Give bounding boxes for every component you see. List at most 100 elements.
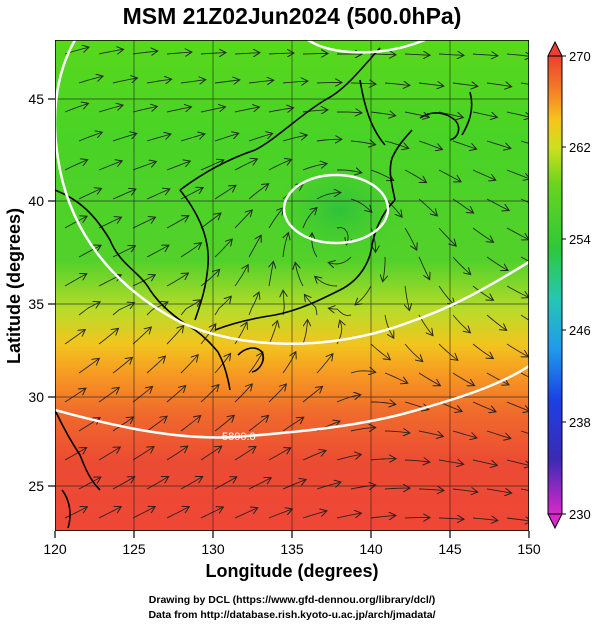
streamline-arrow: [180, 300, 200, 316]
streamline-arrow: [486, 256, 507, 270]
lat-lon-grid: [55, 40, 529, 531]
streamline-arrow: [506, 285, 528, 297]
coastlines: [55, 47, 473, 529]
streamline-arrow: [520, 430, 529, 435]
streamline-arrow: [78, 76, 102, 84]
streamline-arrow: [316, 482, 340, 490]
streamline-arrow: [384, 314, 393, 337]
y-tick-label: 40: [28, 193, 44, 209]
streamline-arrow: [132, 328, 151, 345]
streamline-arrow: [486, 430, 510, 438]
streamline-arrow: [336, 513, 361, 519]
streamline-arrow: [438, 54, 463, 55]
streamline-arrow: [305, 295, 318, 316]
contour-low-closed: [282, 173, 390, 245]
streamline-arrow: [234, 266, 248, 287]
streamline-arrow: [214, 297, 231, 316]
streamline-arrow: [98, 448, 120, 461]
streamline-arrow: [506, 518, 529, 521]
streamline-arrow: [506, 459, 529, 466]
credit-drawing: Drawing by DCL (https://www.gfd-dennou.o…: [149, 594, 435, 606]
streamline-arrow: [180, 477, 202, 490]
streamline-arrow: [438, 169, 460, 181]
streamline-arrow: [302, 54, 327, 55]
streamline-arrow: [112, 78, 137, 84]
streamline-arrow: [336, 455, 360, 461]
streamline-arrow: [132, 107, 156, 113]
streamline-arrow: [98, 388, 119, 403]
streamline-arrow: [248, 80, 273, 83]
streamline-arrow: [302, 511, 326, 519]
x-tick-label: 130: [201, 541, 225, 557]
streamline-arrow: [282, 135, 306, 142]
streamline-arrow: [200, 270, 219, 287]
streamline-arrow: [112, 134, 136, 142]
streamline-arrow: [166, 52, 191, 54]
streamline-arrow: [234, 159, 257, 171]
streamline-arrow: [112, 477, 134, 490]
colorbar-tick-label: 262: [569, 140, 591, 155]
streamline-arrow: [472, 169, 495, 180]
y-axis-title: Latitude (degrees): [4, 208, 24, 364]
streamline-arrow: [214, 240, 232, 258]
streamline-arrow: [112, 190, 135, 200]
streamline-arrow: [132, 162, 156, 171]
streamline-arrow: [384, 83, 409, 85]
contour-label-5800: 5800.0: [222, 431, 256, 443]
streamline-arrow: [472, 518, 497, 520]
y-tick-label: 35: [28, 296, 44, 312]
streamline-arrow: [452, 430, 476, 438]
streamline-arrow: [146, 79, 171, 83]
streamline-arrow: [316, 355, 332, 374]
streamline-arrow: [418, 372, 440, 385]
streamline-arrow: [302, 387, 322, 403]
colorbar-tick-label: 246: [569, 323, 591, 338]
streamline-arrow: [146, 246, 168, 258]
streamline-arrow: [337, 112, 361, 113]
streamline-arrow: [370, 112, 395, 116]
streamline-arrow: [180, 134, 204, 142]
streamline-arrow: [336, 170, 361, 173]
streamline-arrow: [302, 451, 325, 461]
streamline-arrow: [282, 353, 295, 374]
plot-area: 5800.0: [55, 40, 529, 531]
streamline-arrow: [166, 107, 191, 113]
streamline-arrow: [384, 431, 409, 433]
colorbar-gradient: [547, 55, 563, 515]
streamline-arrow: [452, 489, 477, 492]
streamline-arrow: [438, 111, 462, 117]
colorbar-tick-label: 238: [569, 415, 591, 430]
colorbar-max-triangle: [547, 40, 563, 57]
streamline-arrow: [472, 227, 493, 242]
streamline-arrow: [472, 54, 497, 56]
streamline-arrow: [132, 218, 155, 229]
streamline-arrow: [404, 343, 422, 361]
streamline-arrow: [64, 507, 87, 519]
streamline-arrow: [384, 140, 408, 148]
streamline-arrow: [64, 389, 85, 403]
streamline-arrow: [438, 285, 454, 305]
streamline-arrow: [268, 448, 290, 461]
streamline-arrow: [472, 343, 493, 358]
streamline-arrow: [166, 507, 188, 519]
streamline-arrow: [506, 169, 529, 179]
streamline-arrow: [370, 169, 393, 180]
streamline-arrow: [98, 218, 121, 229]
streamline-arrow: [166, 216, 188, 229]
streamline-arrow: [506, 111, 529, 117]
streamline-arrow: [248, 353, 262, 374]
streamline-arrow: [418, 430, 442, 436]
streamline-arrow: [404, 54, 429, 55]
streamline-arrow: [166, 386, 185, 403]
streamline-arrow: [506, 54, 529, 56]
streamline-arrow: [316, 193, 340, 200]
streamline-arrow: [200, 447, 221, 461]
streamline-arrow: [64, 217, 86, 229]
streamline-arrow: [383, 256, 385, 281]
x-tick-label: 135: [280, 541, 304, 557]
streamline-arrow: [64, 104, 88, 113]
colorbar: 270 262 254 246 238 230: [547, 40, 591, 530]
streamline-arrow: [234, 508, 257, 519]
streamline-arrow: [166, 447, 187, 461]
streamline-arrow: [98, 105, 122, 113]
